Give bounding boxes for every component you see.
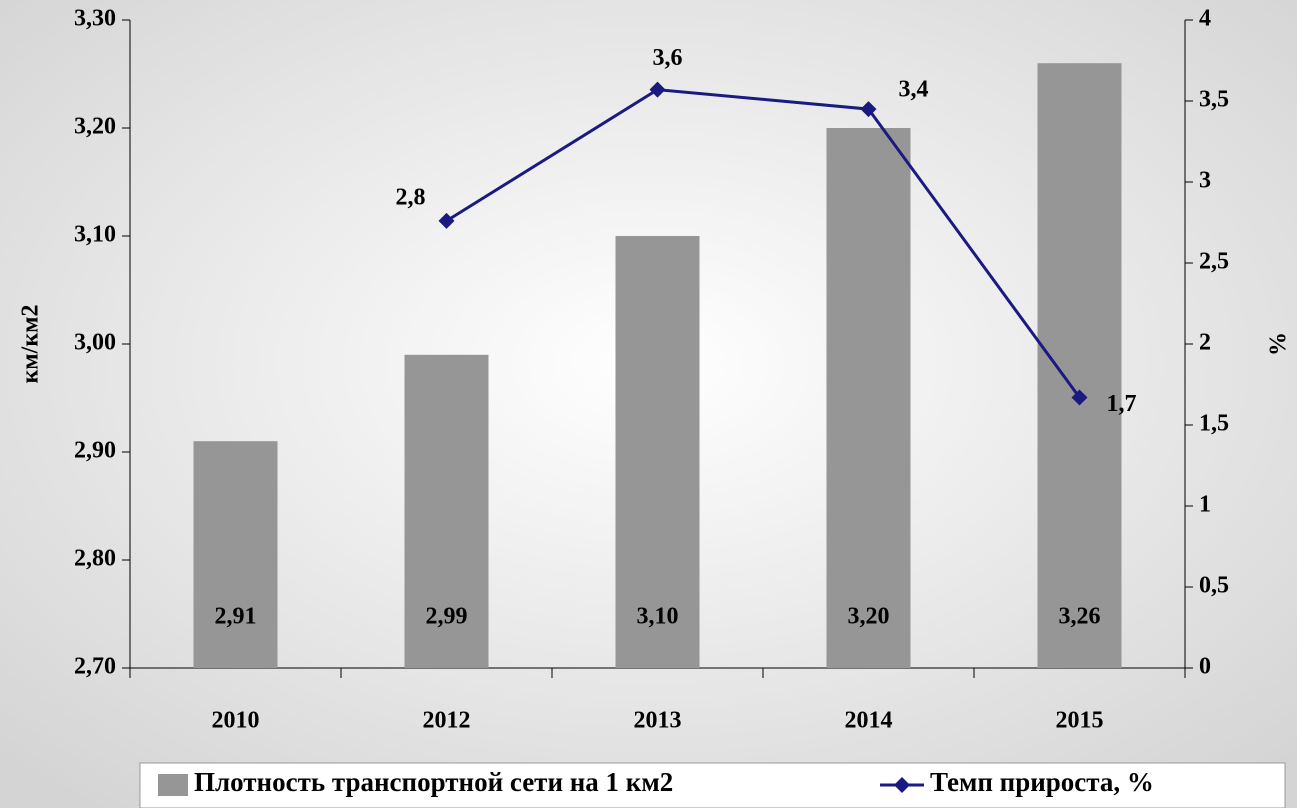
y-tick-label: 2,70 [74, 654, 116, 680]
bar-value-label: 3,26 [1059, 604, 1101, 630]
y-axis-title: км/км2 [18, 304, 44, 383]
y-tick-label: 2,80 [74, 546, 116, 572]
bar [404, 354, 489, 668]
y2-tick-label: 2,5 [1199, 249, 1229, 275]
x-tick-label: 2012 [423, 708, 471, 734]
legend-box [139, 762, 1286, 808]
line-marker [438, 212, 455, 229]
x-tick-label: 2013 [634, 708, 682, 734]
y2-tick-label: 3,5 [1199, 87, 1229, 113]
legend-label: Темп прироста, % [930, 767, 1154, 797]
line-value-label: 2,8 [396, 184, 426, 210]
bar-value-label: 2,99 [426, 604, 468, 630]
bar [826, 128, 911, 668]
legend-marker [894, 777, 910, 793]
legend-swatch [158, 774, 188, 796]
bar-value-label: 2,91 [215, 604, 257, 630]
y2-tick-label: 2 [1199, 330, 1211, 356]
line-value-label: 1,7 [1107, 391, 1137, 417]
legend-label: Плотность транспортной сети на 1 км2 [194, 767, 673, 797]
bar-value-label: 3,20 [848, 604, 890, 630]
y-tick-label: 3,10 [74, 222, 116, 248]
y-tick-label: 3,30 [74, 6, 116, 32]
y2-tick-label: 0 [1199, 654, 1211, 680]
x-tick-label: 2015 [1056, 708, 1104, 734]
line-marker [1071, 389, 1088, 406]
line-marker [860, 101, 877, 118]
y-tick-label: 3,20 [74, 114, 116, 140]
y2-axis-title: % [1266, 332, 1292, 356]
x-tick-label: 2014 [845, 708, 893, 734]
bar [615, 236, 700, 668]
bar [1037, 63, 1122, 668]
bar [193, 441, 278, 668]
y2-tick-label: 1,5 [1199, 411, 1229, 437]
y-tick-label: 2,90 [74, 438, 116, 464]
y2-tick-label: 0,5 [1199, 573, 1229, 599]
line [445, 88, 1081, 399]
line-marker [649, 81, 666, 98]
y2-tick-label: 1 [1199, 492, 1211, 518]
bar-value-label: 3,10 [637, 604, 679, 630]
y-tick-label: 3,00 [74, 330, 116, 356]
line-value-label: 3,4 [899, 77, 929, 103]
y2-tick-label: 4 [1199, 6, 1211, 32]
line-value-label: 3,6 [653, 45, 683, 71]
y2-tick-label: 3 [1199, 168, 1211, 194]
x-tick-label: 2010 [212, 708, 260, 734]
